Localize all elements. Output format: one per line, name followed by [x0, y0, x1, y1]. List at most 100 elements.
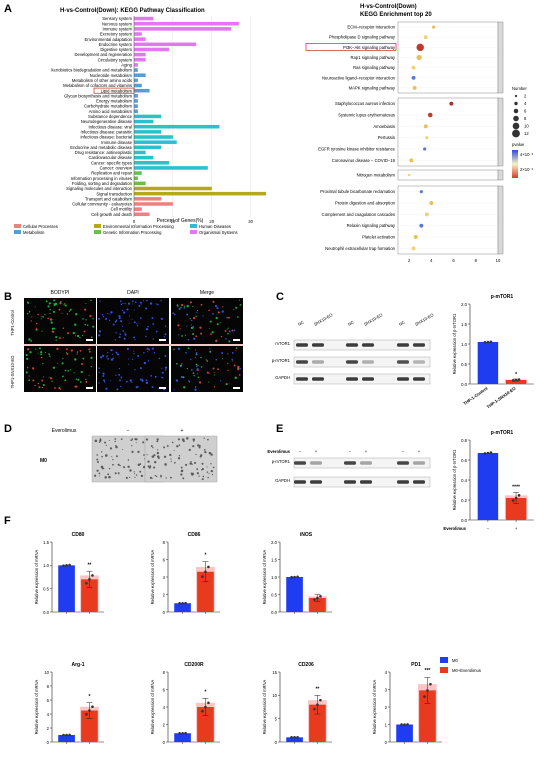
enrichment-dot	[424, 212, 429, 217]
cell-dot	[197, 369, 199, 371]
category-label: Information processing in viruses	[71, 176, 132, 181]
cell-dot	[100, 451, 103, 453]
cell-dot	[35, 322, 38, 325]
x-tick-label: 0	[133, 219, 136, 224]
category-label: Immune system	[102, 26, 132, 31]
cell-dot	[200, 303, 203, 306]
cell-dot	[128, 315, 130, 317]
cell-dot	[139, 301, 142, 304]
blot-band	[397, 480, 409, 484]
enrichment-dot	[411, 246, 416, 251]
cell-dot	[221, 352, 224, 354]
cell-dot	[112, 353, 114, 355]
y-tick-label: 0.0	[461, 382, 467, 387]
cell-dot	[82, 318, 84, 320]
cell-dot	[131, 381, 133, 383]
cell-dot	[227, 362, 229, 364]
cell-dot	[200, 332, 203, 335]
blot-band	[397, 343, 409, 347]
cell-dot	[142, 466, 146, 469]
cell-dot	[226, 328, 228, 330]
y-tick-label: 2	[385, 705, 388, 710]
pathway-label: Staphylococcus aureus infection	[335, 101, 396, 106]
blot-e-everolimus: Everolimus	[267, 449, 290, 454]
legend-label: Cellular Processes	[23, 224, 58, 229]
category-label: Immune disease	[101, 140, 132, 145]
pathway-label: Nitrogen metabolism	[357, 173, 396, 178]
x-tick-label: 4	[430, 258, 433, 263]
data-point	[514, 378, 518, 382]
blot-row-label: p-mTOR1	[272, 358, 291, 363]
enrichment-dot	[419, 223, 424, 228]
cell-dot	[232, 360, 234, 362]
cell-dot	[140, 317, 142, 319]
cell-dot	[195, 453, 197, 456]
cell-dot	[153, 351, 156, 354]
bar	[286, 577, 303, 612]
data-point	[486, 451, 490, 455]
cell-dot	[121, 309, 124, 312]
data-point	[62, 733, 65, 737]
micrograph-dapi	[97, 298, 169, 344]
cell-dot	[105, 454, 108, 457]
cell-dot	[57, 362, 59, 364]
cell-dot	[216, 323, 219, 326]
cell-dot	[231, 352, 234, 354]
cell-dot	[61, 362, 64, 365]
cell-dot	[189, 462, 193, 465]
number-legend-value: 12	[524, 131, 529, 136]
cell-dot	[88, 348, 91, 351]
cell-dot	[137, 463, 141, 467]
d-row-m0: M0	[40, 458, 47, 464]
cell-dot	[145, 307, 148, 310]
kegg-pvalue-legend: pvalue 4×10⁻³ 2×10⁻³	[512, 142, 534, 178]
chart-title: p-mTOR1	[491, 294, 514, 300]
y-tick-label: 1	[385, 722, 388, 727]
chart-title: p-mTOR1	[491, 430, 514, 436]
cell-dot	[139, 367, 142, 370]
cell-dot	[67, 370, 69, 372]
cell-dot	[204, 451, 207, 454]
cell-dot	[157, 303, 159, 306]
cell-dot	[118, 473, 120, 475]
category-label: Metabolism of other amino acids	[72, 78, 132, 83]
enrichment-dot	[423, 147, 427, 151]
pathway-label: Relaxin signaling pathway	[347, 223, 396, 228]
cell-dot	[190, 461, 192, 463]
number-legend-value: 2	[524, 94, 527, 99]
cell-dot	[189, 318, 191, 320]
pathway-label: Protein digestion and absorption	[335, 201, 396, 206]
cell-dot	[143, 454, 145, 456]
cell-dot	[228, 330, 231, 333]
pathway-label: Neuroactive ligand−receptor interaction	[322, 75, 396, 80]
bar	[396, 724, 413, 742]
cell-dot	[156, 440, 159, 443]
cell-dot	[177, 306, 179, 308]
blot-band	[296, 360, 308, 364]
cell-dot	[160, 300, 162, 302]
cell-dot	[62, 357, 64, 360]
pvalue-tick-2: 2×10⁻³	[520, 167, 534, 172]
cell-dot	[154, 475, 156, 477]
chart-title: Arg-1	[71, 662, 84, 668]
cell-dot	[190, 324, 192, 326]
pathway-label: Rap1 signaling pathway	[351, 55, 396, 60]
cell-dot	[150, 445, 153, 448]
panel-d-label: D	[4, 423, 12, 435]
cell-dot	[64, 379, 67, 382]
data-point	[68, 733, 71, 737]
bar	[134, 32, 142, 36]
bar	[134, 42, 197, 47]
y-tick-label: 0.0	[461, 518, 467, 523]
cell-dot	[215, 358, 218, 361]
bar	[505, 498, 527, 520]
number-legend-value: 6	[524, 109, 527, 114]
cell-dot	[211, 473, 214, 476]
cell-dot	[157, 449, 159, 451]
category-label: Nucleotide metabolism	[90, 73, 133, 78]
cell-dot	[200, 366, 203, 368]
blot-band	[312, 360, 324, 364]
bar	[134, 114, 162, 119]
bar	[134, 21, 239, 26]
cell-dot	[83, 330, 86, 333]
